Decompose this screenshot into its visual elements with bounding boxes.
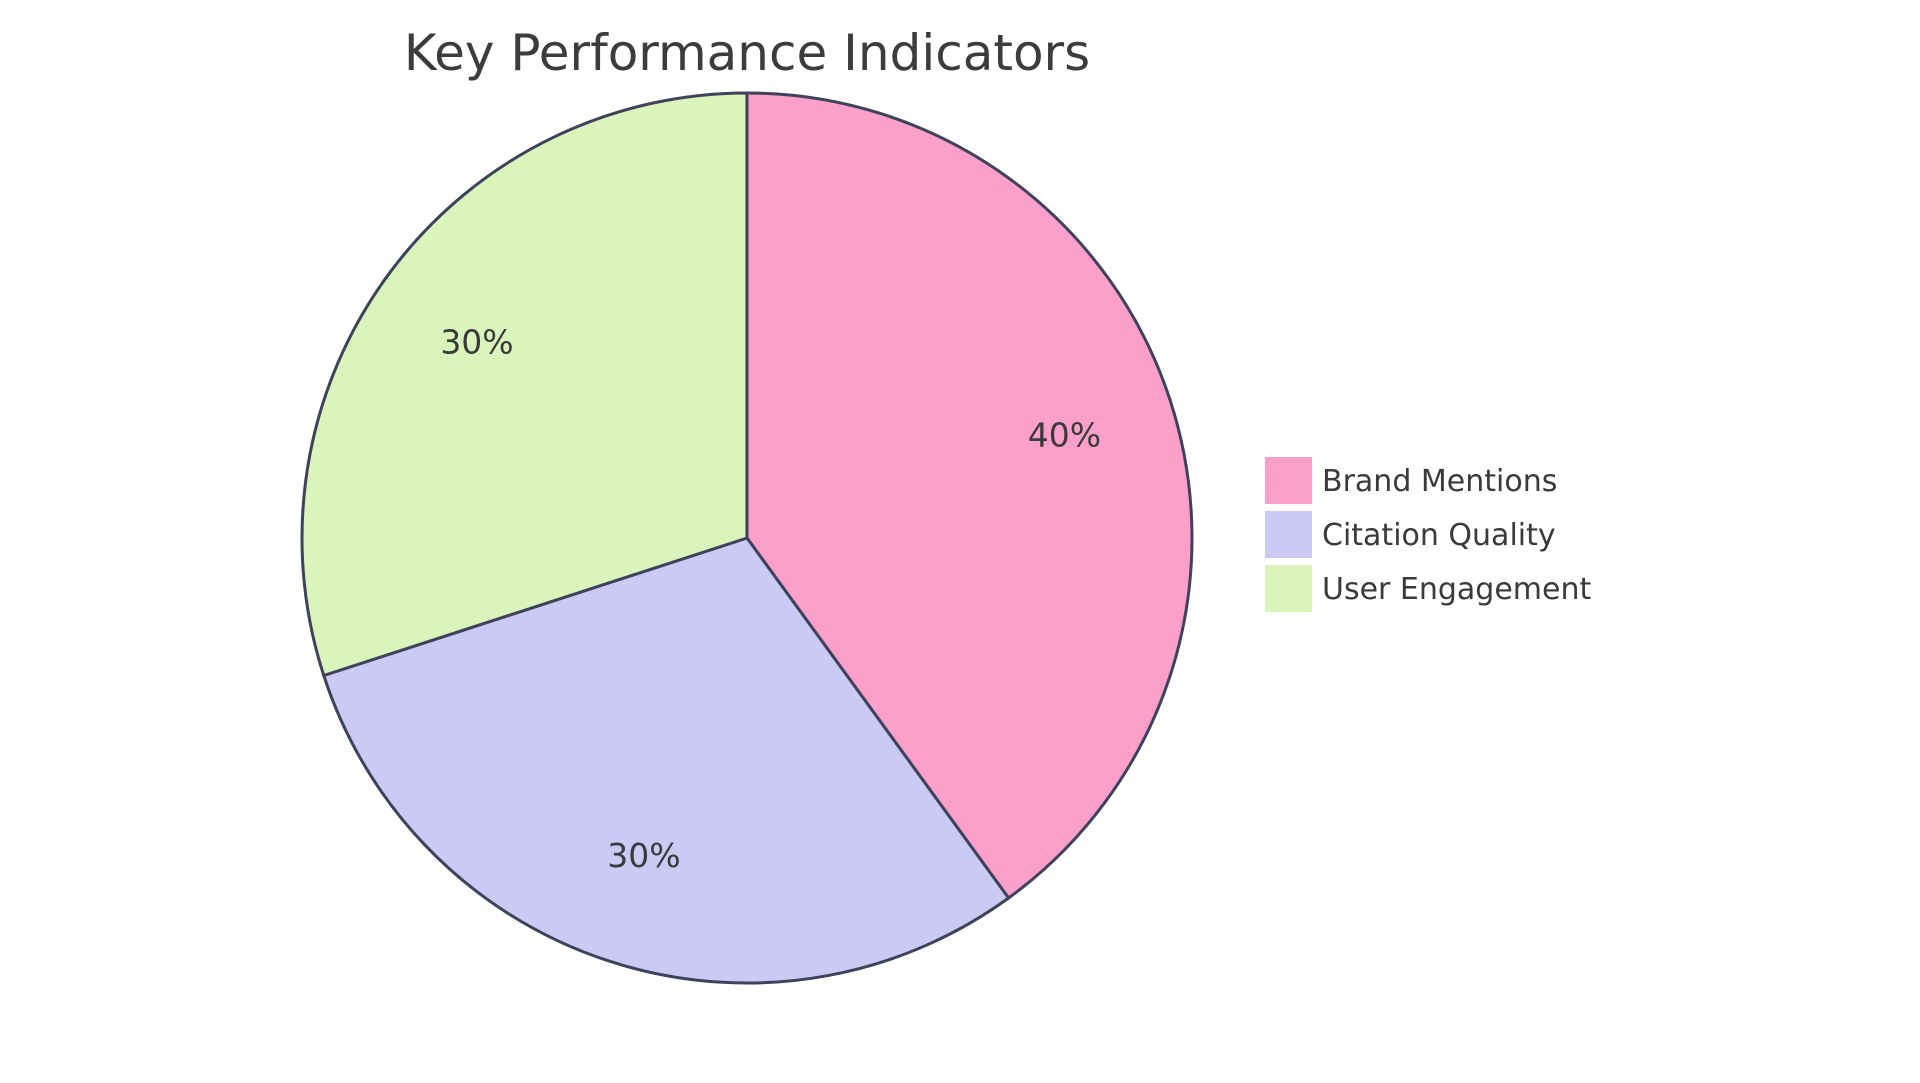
legend-swatch-user-engagement <box>1265 565 1312 612</box>
pie-slice-percentage-label: 30% <box>607 836 680 875</box>
chart-legend: Brand Mentions Citation Quality User Engag… <box>1265 457 1592 612</box>
chart-title: Key Performance Indicators <box>404 24 1090 82</box>
pie-slice-brand-mentions <box>745 91 1194 900</box>
legend-swatch-citation-quality <box>1265 511 1312 558</box>
legend-label-user-engagement: User Engagement <box>1322 572 1592 607</box>
pie-slices <box>300 91 1194 985</box>
legend-swatch-brand-mentions <box>1265 457 1312 504</box>
pie-slice-labels: 40% 30% 30% <box>440 322 1101 875</box>
legend-label-citation-quality: Citation Quality <box>1322 518 1556 553</box>
pie-slice-percentage-label: 40% <box>1028 415 1101 454</box>
pie-slice-percentage-label: 30% <box>440 322 513 361</box>
legend-label-brand-mentions: Brand Mentions <box>1322 464 1557 499</box>
pie-slice-user-engagement <box>300 91 749 678</box>
pie-slice-citation-quality <box>322 536 1011 985</box>
